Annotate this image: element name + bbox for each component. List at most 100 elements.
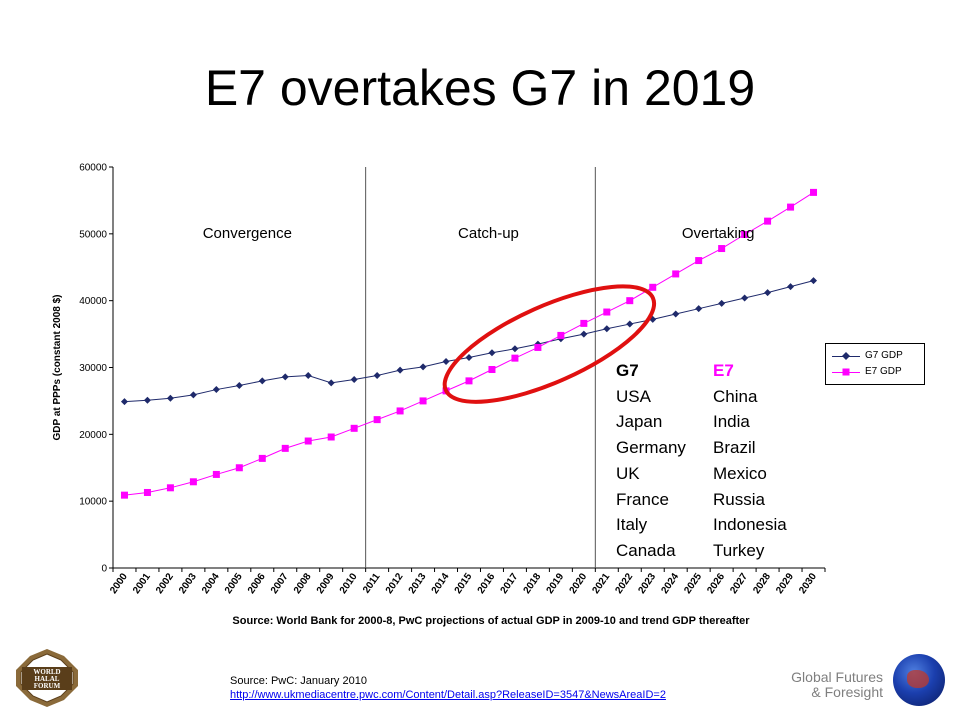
x-tick-label: 2025	[682, 571, 704, 596]
x-tick-label: 2012	[384, 571, 406, 596]
x-tick-label: 2022	[613, 571, 635, 596]
x-tick-label: 2001	[131, 571, 153, 596]
data-point-g7	[396, 366, 404, 374]
e7-member: India	[713, 412, 750, 432]
y-tick-label: 50000	[79, 229, 107, 240]
x-tick-label: 2023	[636, 571, 658, 596]
g7-member: Canada	[616, 540, 676, 560]
logo-text: HALAL	[35, 675, 60, 683]
x-tick-label: 2009	[315, 571, 337, 596]
org-line: Global Futures	[791, 669, 883, 685]
world-halal-forum-logo: WORLD HALAL FORUM	[16, 649, 78, 707]
y-tick-label: 40000	[79, 296, 107, 307]
data-point-e7	[810, 188, 818, 196]
data-point-e7	[787, 203, 795, 211]
x-tick-label: 2013	[407, 571, 429, 596]
data-point-g7	[741, 294, 749, 302]
data-point-e7	[258, 454, 266, 462]
data-point-g7	[488, 349, 496, 357]
x-tick-label: 2021	[590, 571, 612, 596]
data-point-e7	[511, 354, 519, 362]
x-tick-label: 2020	[568, 571, 590, 596]
x-axis-title: Source: World Bank for 2000-8, PwC proje…	[232, 615, 750, 627]
logo-text: FORUM	[34, 682, 61, 690]
x-tick-label: 2007	[269, 571, 291, 596]
e7-member: China	[713, 386, 758, 406]
g7-member: Japan	[616, 412, 663, 432]
data-point-g7	[603, 325, 611, 333]
data-point-e7	[166, 484, 174, 492]
data-point-e7	[465, 377, 473, 385]
g7-member: USA	[616, 386, 651, 406]
data-point-e7	[235, 464, 243, 472]
x-tick-label: 2018	[522, 571, 544, 596]
highlight-ellipse	[442, 284, 657, 404]
data-point-g7	[695, 305, 703, 313]
data-point-g7	[189, 391, 197, 399]
e7-member: Turkey	[713, 540, 765, 560]
g7-member: Italy	[616, 515, 648, 535]
slide-title: E7 overtakes G7 in 2019	[204, 60, 756, 116]
data-point-e7	[488, 366, 496, 374]
data-point-e7	[580, 319, 588, 327]
x-tick-label: 2024	[659, 571, 681, 596]
data-point-e7	[741, 231, 749, 239]
x-tick-label: 2006	[246, 571, 268, 596]
data-point-g7	[465, 353, 473, 361]
data-point-g7	[511, 345, 519, 353]
x-tick-label: 2015	[453, 571, 475, 596]
x-tick-label: 2026	[705, 571, 727, 596]
data-point-g7	[626, 320, 634, 328]
source-label: Source: PwC: January 2010	[230, 675, 367, 687]
data-point-g7	[166, 394, 174, 402]
data-point-e7	[419, 397, 427, 405]
x-tick-label: 2005	[223, 571, 245, 596]
data-point-g7	[350, 376, 358, 384]
x-tick-label: 2030	[797, 571, 819, 596]
y-tick-label: 30000	[79, 363, 107, 374]
data-point-g7	[327, 379, 335, 387]
data-point-g7	[373, 372, 381, 380]
square-marker-icon	[842, 368, 850, 376]
data-point-e7	[396, 407, 404, 415]
data-point-e7	[718, 245, 726, 253]
source-link[interactable]: http://www.ukmediacentre.pwc.com/Content…	[230, 689, 666, 701]
e7-member: Mexico	[713, 463, 767, 483]
e7-member: Brazil	[713, 438, 756, 458]
legend-label-e7: E7 GDP	[865, 366, 902, 377]
data-point-g7	[672, 310, 680, 318]
data-point-e7	[373, 416, 381, 424]
chart-legend: G7 GDP E7 GDP	[825, 343, 925, 385]
x-tick-label: 2000	[108, 571, 130, 596]
data-point-g7	[764, 289, 772, 297]
x-tick-label: 2019	[545, 571, 567, 596]
data-point-g7	[235, 382, 243, 390]
y-tick-label: 0	[101, 564, 107, 575]
phase-label: Convergence	[203, 225, 292, 242]
g7-heading: G7	[616, 361, 639, 380]
data-point-e7	[764, 217, 772, 225]
y-tick-label: 10000	[79, 497, 107, 508]
org-line: & Foresight	[811, 684, 883, 700]
data-point-g7	[212, 386, 220, 394]
organisation-name: Global Futures & Foresight	[740, 670, 883, 700]
phase-label: Overtaking	[682, 225, 755, 242]
x-tick-label: 2028	[751, 571, 773, 596]
data-point-e7	[281, 444, 289, 452]
x-tick-label: 2008	[292, 571, 314, 596]
x-tick-label: 2011	[361, 571, 383, 595]
data-point-g7	[120, 398, 128, 406]
data-point-e7	[603, 308, 611, 316]
data-point-e7	[327, 433, 335, 441]
e7-heading: E7	[713, 361, 734, 380]
e7-column: E7 China India Brazil Mexico Russia Indo…	[713, 358, 787, 564]
data-point-e7	[120, 491, 128, 499]
chart-axes	[109, 166, 826, 572]
data-point-g7	[787, 283, 795, 291]
x-tick-label: 2029	[774, 571, 796, 596]
data-point-e7	[189, 478, 197, 486]
x-tick-label: 2016	[476, 571, 498, 596]
x-tick-label: 2004	[200, 571, 222, 596]
data-point-e7	[695, 257, 703, 265]
